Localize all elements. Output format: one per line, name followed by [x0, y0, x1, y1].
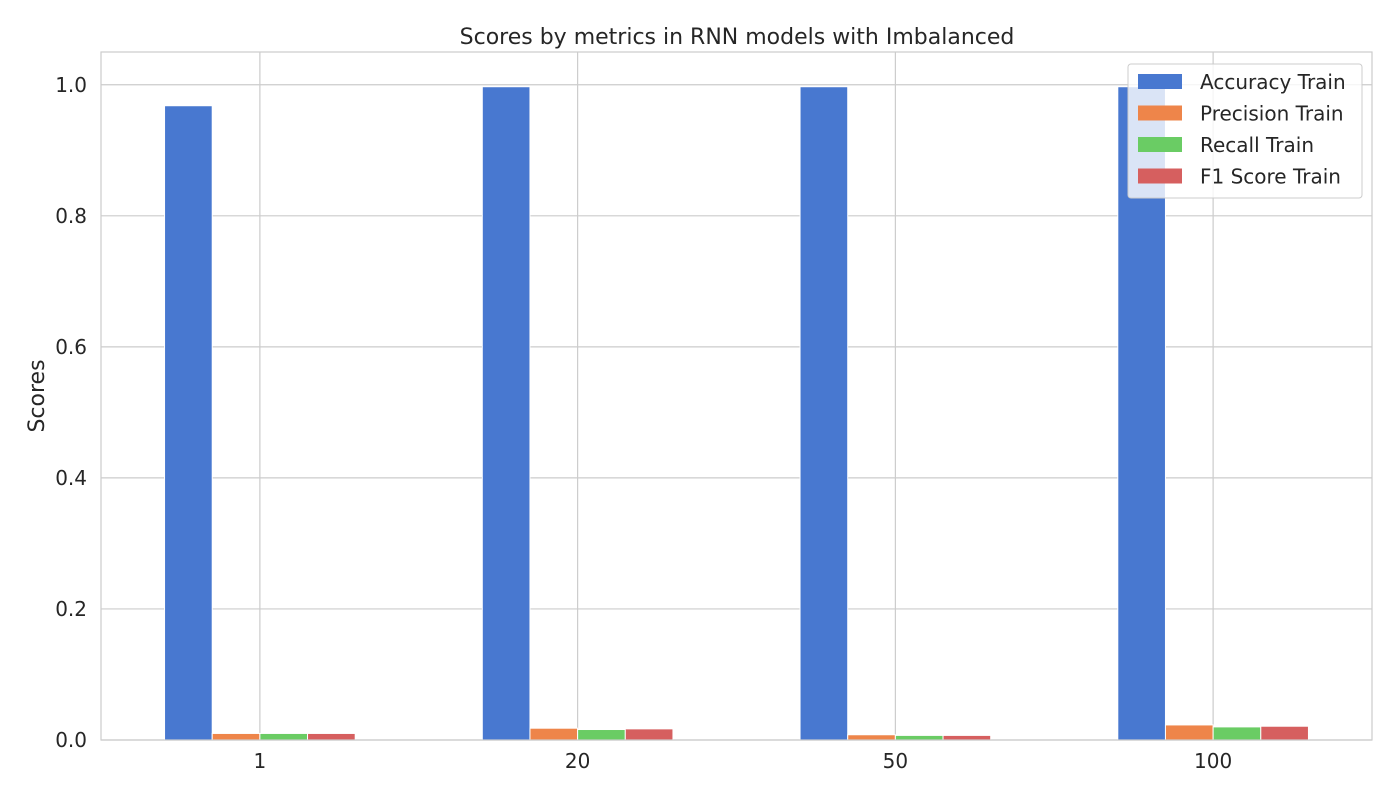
y-tick-labels: 0.0 0.2 0.4 0.6 0.8 1.0: [55, 73, 87, 752]
x-tick-labels: 1 20 50 100: [254, 749, 1233, 773]
legend-swatch: [1138, 168, 1182, 184]
bar-precision-train-1: [211, 732, 261, 741]
x-tick-label: 100: [1194, 749, 1232, 773]
bar-accuracy-train-50: [799, 86, 849, 741]
x-tick-label: 50: [883, 749, 908, 773]
legend: Accuracy Train Precision Train Recall Trai…: [1127, 63, 1363, 199]
bar-accuracy-train-1: [164, 105, 213, 741]
bar-accuracy-train-20: [481, 86, 531, 741]
legend-box: [1127, 63, 1363, 199]
x-tick-label: 1: [254, 749, 267, 773]
legend-swatch: [1138, 74, 1182, 89]
bar-f1-score-train-100: [1260, 725, 1309, 741]
bar-f1-score-train-50: [942, 734, 992, 741]
grid-lines: [101, 52, 1372, 741]
y-tick-label: 1.0: [55, 73, 87, 97]
bar-precision-train-50: [847, 734, 896, 741]
legend-label: Accuracy Train: [1200, 70, 1346, 94]
bar-precision-train-20: [529, 727, 579, 741]
bar-f1-score-train-1: [307, 732, 356, 741]
bar-precision-train-100: [1164, 724, 1214, 741]
y-tick-label: 0.6: [55, 335, 87, 359]
legend-label: Precision Train: [1200, 102, 1344, 126]
bar-f1-score-train-20: [624, 728, 674, 741]
y-tick-label: 0.4: [55, 466, 87, 490]
plot-frame: [100, 51, 1373, 741]
bar-recall-train-1: [259, 732, 309, 741]
y-tick-label: 0.0: [55, 728, 87, 752]
y-tick-label: 0.2: [55, 597, 87, 621]
legend-label: Recall Train: [1200, 133, 1314, 157]
bar-recall-train-20: [577, 729, 626, 741]
legend-swatch: [1138, 137, 1182, 152]
legend-label: F1 Score Train: [1200, 165, 1341, 189]
legend-swatch: [1138, 105, 1182, 121]
x-tick-label: 20: [565, 749, 590, 773]
bar-recall-train-50: [894, 734, 944, 741]
y-axis-label: Scores: [25, 359, 50, 432]
y-tick-label: 0.8: [55, 204, 87, 228]
bar-recall-train-100: [1212, 726, 1262, 741]
chart-title: Scores by metrics in RNN models with Imb…: [460, 25, 1015, 50]
